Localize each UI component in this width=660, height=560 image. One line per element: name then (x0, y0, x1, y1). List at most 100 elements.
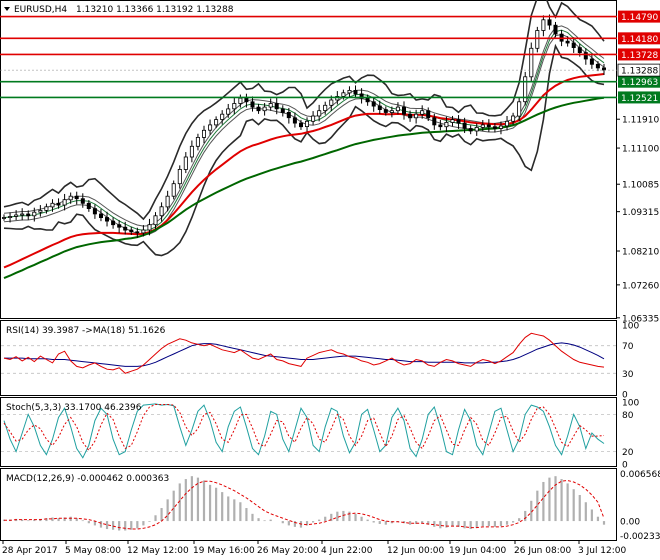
candle-body (201, 129, 206, 138)
candle-body (589, 58, 594, 65)
candle-body (389, 110, 394, 113)
stoch-y-tick-label: 20 (622, 448, 634, 458)
candle-body (111, 220, 116, 226)
candle-body (432, 117, 437, 126)
candle-body (183, 156, 188, 170)
stoch-y-tick-label: 100 (622, 399, 639, 409)
current-price-label: 1.13288 (621, 67, 658, 77)
candle-body (99, 213, 104, 218)
price-level-tag (618, 32, 660, 45)
macd-pane-frame (0, 468, 617, 541)
x-tick-label: 5 May 08:00 (65, 546, 121, 556)
x-tick-label: 19 Jun 04:00 (449, 546, 506, 556)
current-price-tag (617, 63, 660, 77)
dropdown-triangle-icon[interactable] (4, 7, 10, 11)
ohlc-values: 1.13210 1.13366 1.13192 1.13288 (76, 5, 234, 15)
candle-body (517, 101, 522, 117)
candle-body (468, 128, 473, 132)
candle-body (420, 110, 425, 115)
candle-body (38, 209, 43, 213)
x-tick-label: 4 Jun 22:00 (321, 546, 373, 556)
rsi-line (3, 332, 605, 374)
candle-body (32, 211, 37, 217)
fast-ma-line (3, 29, 605, 231)
candle-body (238, 97, 243, 104)
candle-body (214, 119, 219, 126)
candle-body (583, 52, 588, 60)
y-tick-label: 1.11100 (622, 145, 659, 155)
y-tick-label: 1.08210 (622, 248, 659, 258)
symbol-header: EURUSD,H4 1.13210 1.13366 1.13192 1.1328… (4, 5, 234, 15)
macd-y-tick-label: 0.00 (620, 518, 640, 528)
stoch-pane (1, 403, 616, 459)
candle-body (105, 217, 110, 222)
x-tick-label: 28 Apr 2017 (2, 546, 58, 556)
candle-body (56, 202, 61, 206)
candle-body (535, 30, 540, 49)
candle-body (171, 183, 176, 197)
candle-body (220, 113, 225, 120)
candle-body (2, 217, 7, 219)
price-level-label: 1.13728 (621, 51, 658, 61)
candle-body (262, 106, 267, 112)
candle-body (323, 104, 328, 112)
price-level-tag (618, 48, 660, 61)
candle-body (135, 231, 140, 234)
candle-body (353, 90, 358, 95)
macd-y-tick-label: -0.002338 (620, 532, 660, 542)
candle-body (498, 125, 503, 129)
candle-body (62, 199, 67, 206)
x-tick-label: 12 Jun 00:00 (387, 546, 444, 556)
red-ma-line (3, 73, 605, 269)
candle-body (438, 124, 443, 128)
candle-body (298, 122, 303, 128)
candle-body (280, 108, 285, 113)
candle-body (523, 76, 528, 103)
candle-body (565, 40, 570, 44)
candle-body (129, 229, 134, 233)
candle-body (177, 168, 182, 185)
price-level-tag (618, 91, 660, 104)
upper-band-line (3, 0, 605, 221)
candle-body (86, 202, 91, 210)
y-tick-label: 1.06335 (622, 314, 659, 324)
y-tick-label: 1.10085 (622, 181, 659, 191)
candle-body (383, 109, 388, 113)
candle-body (189, 145, 194, 158)
price-level-tag (618, 75, 660, 88)
rsi-pane (1, 332, 616, 374)
candle-body (44, 206, 49, 211)
lower-band-line (3, 43, 605, 257)
candle-body (117, 224, 122, 228)
rsi-y-tick-label: 70 (622, 342, 634, 352)
candle-body (250, 101, 255, 108)
stoch-pane-frame (0, 397, 617, 467)
candle-body (274, 103, 279, 110)
candle-body (602, 67, 607, 71)
inner-lower-band-line (3, 33, 605, 236)
candle-body (165, 195, 170, 208)
candle-body (26, 213, 31, 217)
rsi-y-tick-label: 0 (622, 391, 628, 401)
rsi-y-tick-label: 100 (622, 322, 639, 332)
price-level-tag (618, 10, 660, 23)
candle-body (414, 113, 419, 119)
x-tick-label: 12 May 12:00 (127, 546, 189, 556)
y-tick-label: 1.07260 (622, 281, 659, 291)
price-level-label: 1.12963 (621, 78, 658, 88)
candle-body (456, 119, 461, 124)
candle-body (365, 97, 370, 103)
x-tick-label: 3 Jul 12:00 (578, 546, 627, 556)
candle-body (50, 202, 55, 208)
rsi-header: RSI(14) 39.3987 ->MA(18) 51.1626 (6, 326, 166, 336)
main-pane (0, 0, 617, 280)
stoch-signal-line (3, 404, 605, 452)
candle-body (462, 122, 467, 129)
candle-body (147, 224, 152, 231)
candle-body (311, 115, 316, 122)
candle-body (377, 105, 382, 110)
stoch-header: Stoch(5,3,3) 33.1700 46.2396 (6, 403, 142, 413)
candle-body (347, 90, 352, 94)
inner-upper-band-line (3, 25, 605, 227)
